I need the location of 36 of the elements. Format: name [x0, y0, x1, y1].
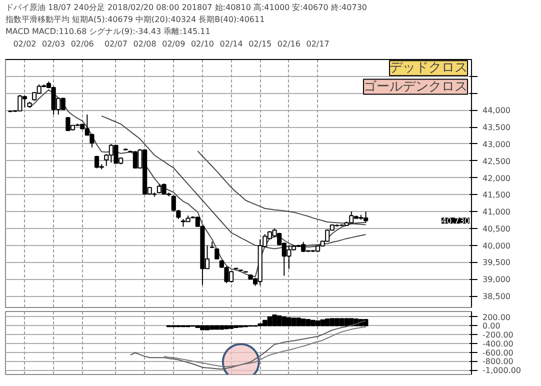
annotation: ゴールデンクロス — [364, 79, 468, 94]
y-tick-label: -800.00 — [482, 357, 514, 366]
y-tick-label: -400.00 — [482, 339, 514, 348]
x-tick-label: 02/16 — [277, 40, 300, 48]
x-tick-label: 02/15 — [248, 40, 272, 48]
y-tick-label: -200.00 — [482, 330, 514, 340]
y-tick-label: 39,000 — [482, 275, 510, 284]
x-tick-label: 02/17 — [306, 40, 330, 48]
chart-title: ドバイ原油 18/07 240分足 2018/02/20 08:00 201807 始:40810 高:41000 安:40670 終:40730 — [6, 3, 367, 12]
y-tick-label: 200.00 — [482, 312, 510, 322]
x-tick-label: 02/08 — [133, 40, 156, 48]
y-tick-label: 43,500 — [482, 123, 510, 132]
y-tick-label: 39,500 — [482, 258, 510, 268]
y-tick-label: 42,500 — [482, 156, 510, 166]
text: 指数平滑移動平均 短期A(5):40679 中期(20):40324 長期B(40):40611 — [4, 15, 265, 24]
y-tick-label: -1,000.00 — [482, 366, 522, 376]
x-tick-label: 02/06 — [70, 40, 94, 48]
x-tick-label: 02/14 — [220, 40, 243, 48]
x-tick-label: 02/02 — [13, 40, 36, 48]
text: MACD MACD:110.68 シグナル(9):-34.43 乖離:145.11 — [6, 27, 210, 36]
y-tick-label: 41,500 — [482, 190, 510, 200]
y-tick-label: 42,000 — [482, 174, 510, 183]
y-tick-label: 40,500 — [482, 224, 510, 234]
x-tick-label: 02/07 — [104, 40, 128, 48]
x-tick-label: 02/03 — [42, 40, 66, 48]
y-tick-label: 40,000 — [482, 241, 510, 250]
y-tick-label: 38,500 — [482, 292, 510, 302]
x-tick-label: 02/09 — [162, 40, 186, 48]
annotation: 40,730 — [442, 216, 470, 226]
y-tick-label: 0.00 — [482, 322, 500, 331]
y-tick-label: -600.00 — [482, 348, 514, 358]
y-tick-label: 44,000 — [482, 106, 510, 116]
x-tick-label: 02/10 — [190, 40, 214, 48]
annotation: デッドクロス — [390, 60, 468, 76]
y-tick-label: 41,000 — [482, 208, 510, 217]
y-tick-label: 43,000 — [482, 140, 510, 149]
